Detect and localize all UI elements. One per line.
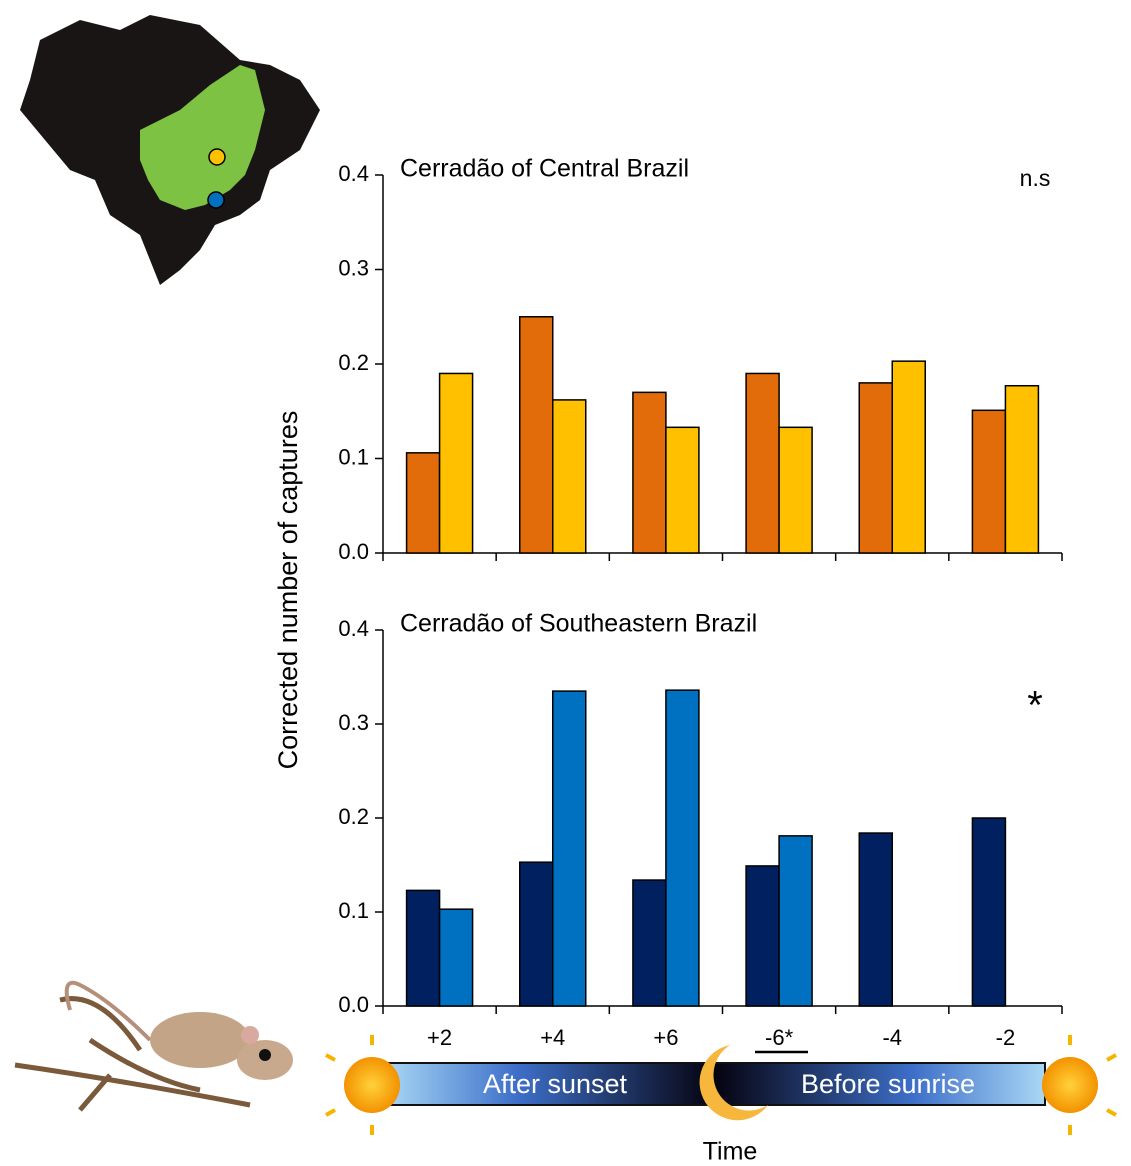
x-axis-label: Time — [703, 1138, 758, 1166]
after-sunset: After sunset — [483, 1069, 628, 1099]
bar — [891, 360, 926, 554]
y-tick-label: 0.0 — [338, 539, 369, 564]
x-tick-label: +6 — [653, 1025, 678, 1050]
bar — [405, 889, 441, 1007]
timeline — [325, 1035, 1117, 1135]
bar — [971, 817, 1007, 1007]
y-tick-label: 0.2 — [338, 804, 369, 829]
x-tick-label: +4 — [540, 1025, 565, 1050]
y-tick-label: 0.3 — [338, 710, 369, 735]
x-tick-label: -6* — [765, 1025, 794, 1050]
bar — [519, 861, 554, 1007]
y-tick-label: 0.0 — [338, 992, 369, 1017]
bar — [552, 690, 587, 1007]
bar — [405, 452, 441, 554]
y-tick-label: 0.2 — [338, 350, 369, 375]
annotation: * — [1027, 684, 1043, 728]
x-tick-label: +2 — [427, 1025, 452, 1050]
bar — [971, 409, 1007, 554]
bar — [632, 879, 667, 1007]
bar — [665, 426, 700, 554]
bar — [745, 372, 780, 554]
bar — [858, 382, 893, 554]
y-tick-label: 0.1 — [338, 898, 369, 923]
bar — [778, 426, 813, 554]
bar — [438, 908, 474, 1007]
opossum — [14, 980, 293, 1112]
bar — [552, 399, 587, 554]
bar — [778, 835, 813, 1007]
bar — [519, 316, 554, 554]
bar — [1004, 384, 1040, 554]
y-tick-label: 0.3 — [338, 255, 369, 280]
y-tick-label: 0.4 — [338, 161, 369, 186]
panel-title: Cerradão of Central Brazil — [400, 155, 689, 183]
map — [20, 15, 320, 285]
bar — [438, 372, 474, 554]
y-tick-label: 0.1 — [338, 444, 369, 469]
annotation: n.s — [1020, 165, 1051, 191]
x-tick-label: -4 — [882, 1025, 902, 1050]
bar — [665, 689, 700, 1007]
panel-title: Cerradão of Southeastern Brazil — [400, 610, 757, 638]
bar — [858, 832, 893, 1007]
bar — [632, 391, 667, 554]
before-sunrise: Before sunrise — [801, 1069, 975, 1099]
x-tick-label: -2 — [996, 1025, 1016, 1050]
y-tick-label: 0.4 — [338, 616, 369, 641]
y-axis-label: Corrected number of captures — [273, 411, 303, 770]
bar — [745, 865, 780, 1007]
